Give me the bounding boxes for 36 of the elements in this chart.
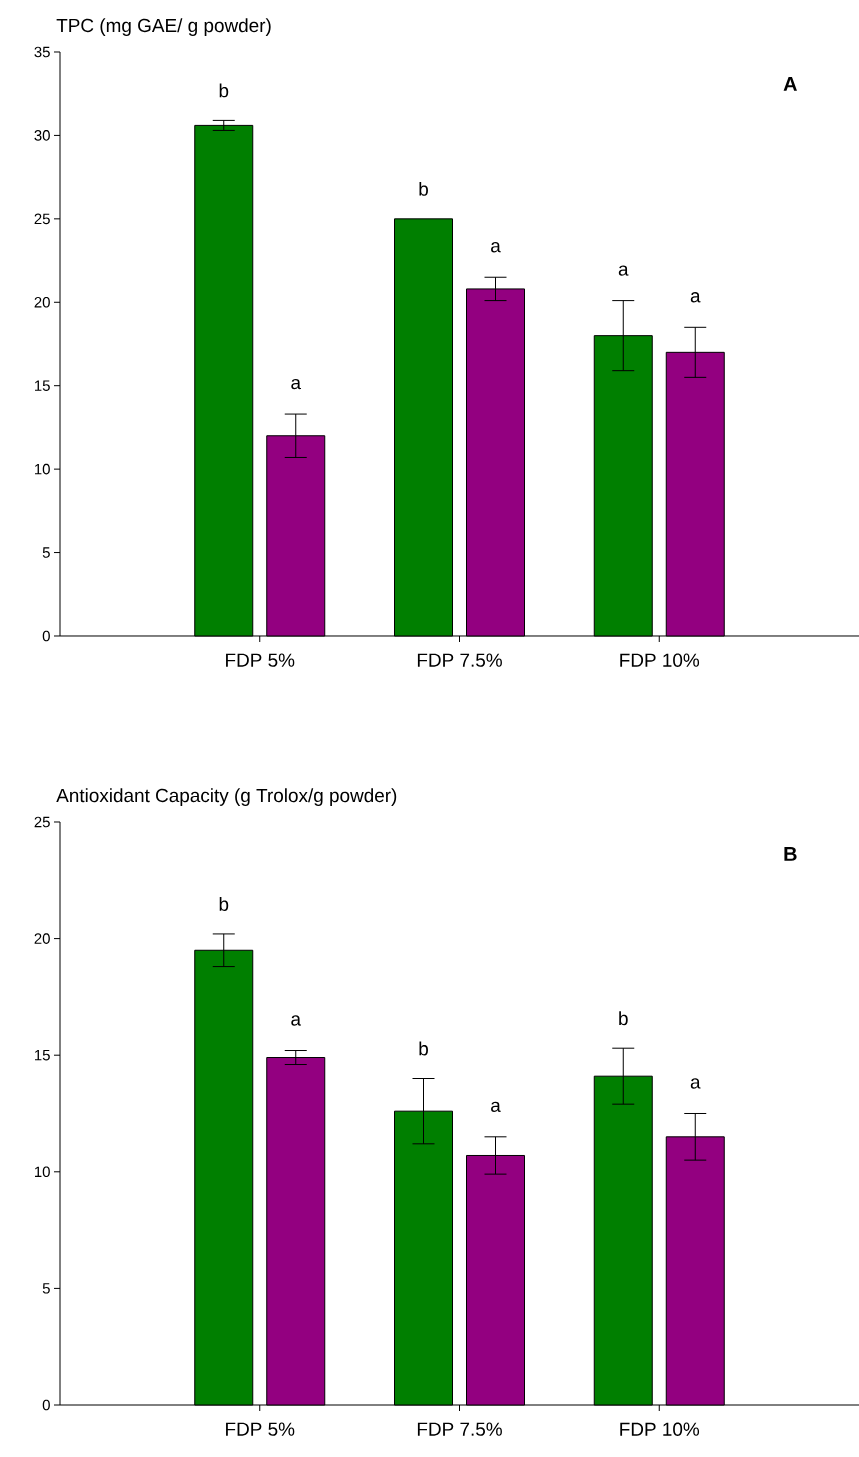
y-tick-label: 15 bbox=[35, 1049, 50, 1061]
annotation: a bbox=[291, 378, 302, 390]
annotation: b bbox=[419, 181, 428, 196]
annotation: a bbox=[618, 265, 629, 276]
y-tick-label: 5 bbox=[42, 1283, 50, 1294]
y-tick-label: 30 bbox=[34, 130, 50, 141]
y-tick-label: 25 bbox=[34, 213, 50, 225]
annotation: a bbox=[690, 292, 701, 303]
x-tick-label: FDP 10% bbox=[620, 1422, 700, 1436]
y-tick-label: 0 bbox=[42, 1399, 50, 1411]
y-tick-label: 0 bbox=[42, 630, 50, 642]
y-axis-title: TPC (mg GAE/ g powder) bbox=[56, 18, 271, 36]
annotation: a bbox=[491, 242, 501, 253]
x-tick-label: FDP 7.5% bbox=[417, 653, 502, 667]
y-tick-label: 20 bbox=[34, 296, 50, 308]
y-tick-label: 25 bbox=[34, 816, 50, 828]
y-tick-label: 20 bbox=[34, 933, 50, 944]
y-tick-label: 5 bbox=[42, 547, 50, 558]
annotation: b bbox=[219, 896, 229, 911]
annotation: b bbox=[619, 1011, 628, 1026]
x-tick-label: FDP 5% bbox=[226, 1422, 295, 1436]
y-tick-label: 10 bbox=[35, 1166, 50, 1178]
x-tick-label: FDP 7.5% bbox=[417, 1422, 502, 1436]
x-tick-label: FDP 10% bbox=[620, 653, 700, 667]
text: B bbox=[784, 847, 797, 861]
annotation: a bbox=[291, 1015, 302, 1026]
annotation: b bbox=[219, 83, 229, 98]
y-axis-title: Antioxidant Capacity (g Trolox/g powder) bbox=[56, 788, 397, 806]
annotation: a bbox=[690, 1078, 701, 1089]
text: A bbox=[783, 77, 797, 91]
annotation: a bbox=[491, 1101, 501, 1112]
x-tick-label: FDP 5% bbox=[226, 653, 295, 667]
y-tick-label: 10 bbox=[35, 463, 50, 475]
y-tick-label: 15 bbox=[35, 380, 50, 391]
y-tick-label: 35 bbox=[34, 46, 50, 58]
annotation: b bbox=[419, 1041, 428, 1056]
